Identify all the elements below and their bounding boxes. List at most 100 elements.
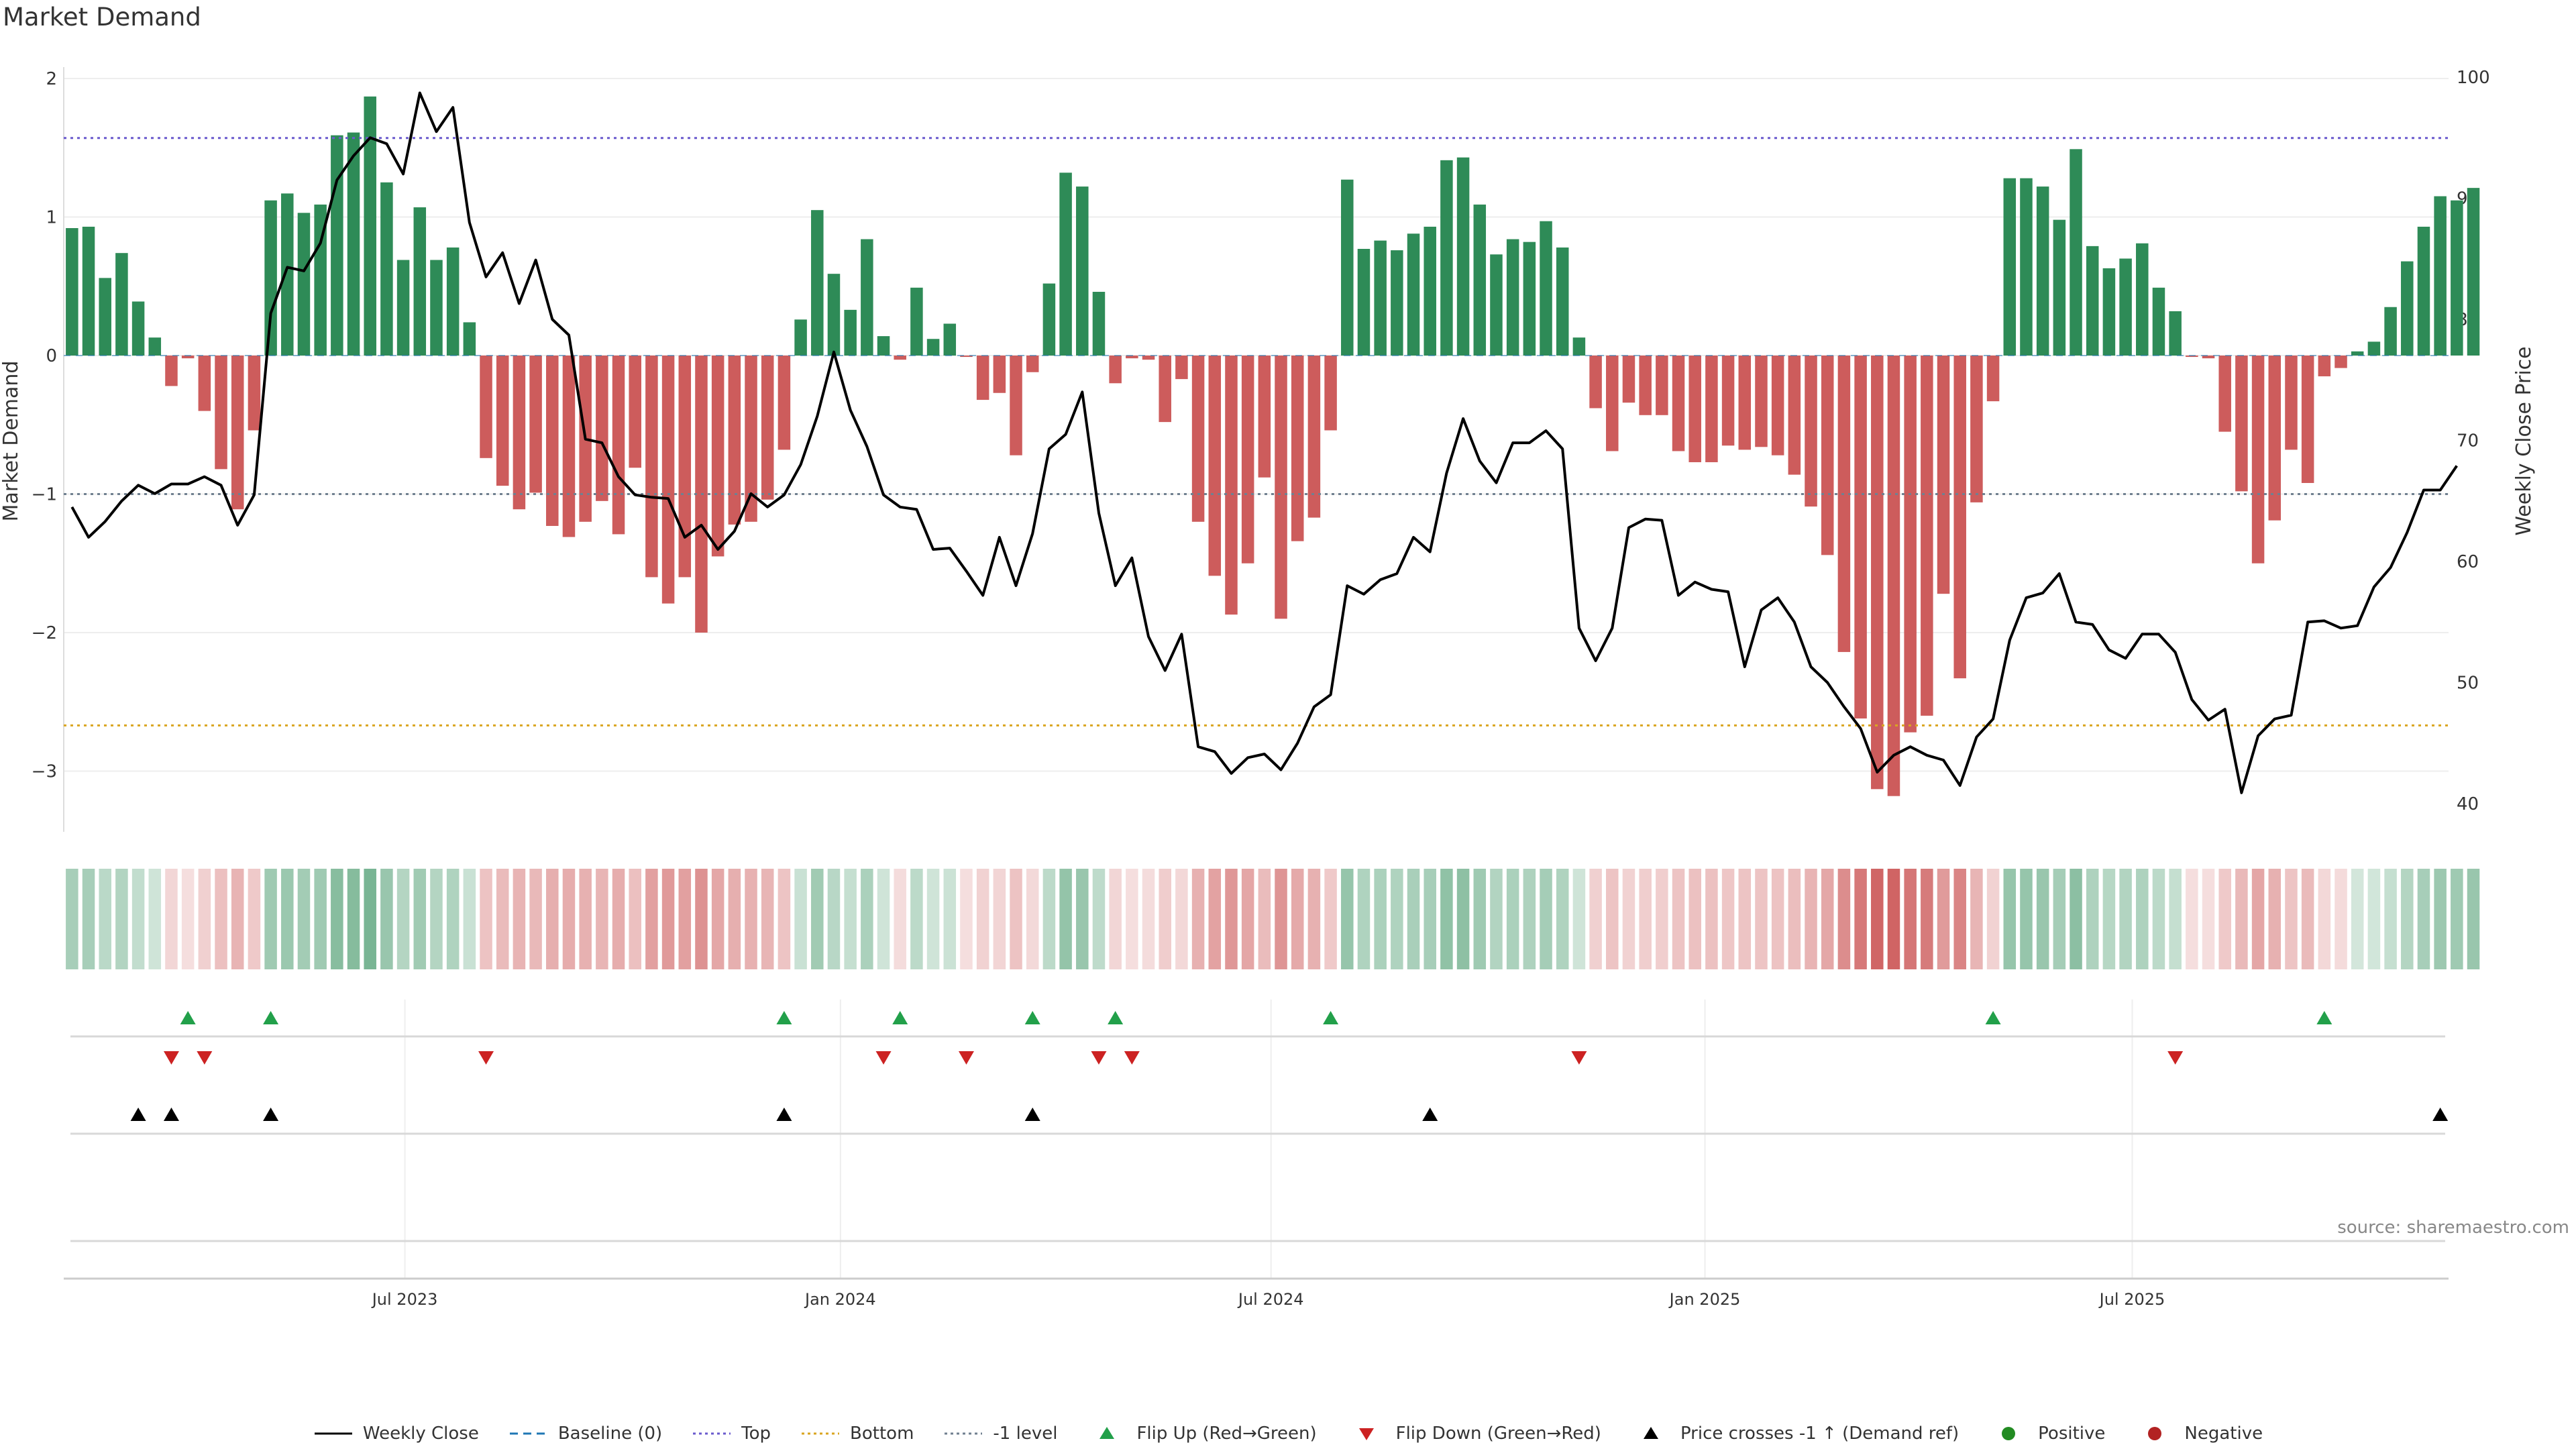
demand-bar: [1556, 247, 1569, 356]
demand-heat-cell: [1092, 869, 1106, 969]
demand-heat-cell: [115, 869, 128, 969]
demand-heat-cell: [1904, 869, 1917, 969]
demand-bar: [1159, 356, 1171, 423]
x-tick-label: Jul 2023: [371, 1290, 438, 1309]
demand-heat-cell: [430, 869, 443, 969]
demand-bar: [2318, 356, 2331, 376]
demand-bar: [463, 322, 476, 356]
flip-up-marker: [776, 1011, 792, 1024]
demand-heat-cell: [66, 869, 78, 969]
demand-heat-cell: [745, 869, 757, 969]
demand-bar: [2451, 200, 2463, 356]
demand-heat-cell: [2070, 869, 2082, 969]
demand-bar: [1805, 356, 1817, 507]
demand-bar: [148, 337, 162, 356]
demand-bar: [2301, 356, 2314, 483]
demand-bar: [2417, 226, 2430, 356]
demand-heat-cell: [2351, 869, 2364, 969]
demand-bar: [66, 228, 78, 356]
demand-bar: [1506, 239, 1519, 356]
demand-heat-cell: [1606, 869, 1619, 969]
demand-bar: [1572, 337, 1586, 356]
demand-bar: [2251, 356, 2265, 564]
demand-heat-cell: [331, 869, 343, 969]
demand-bar: [314, 204, 327, 356]
demand-bar: [1092, 292, 1106, 356]
y-tick-label: 1: [46, 208, 57, 228]
demand-bar: [844, 309, 857, 356]
demand-bar: [728, 356, 741, 525]
demand-bar: [1540, 221, 1552, 356]
demand-heat-cell: [596, 869, 608, 969]
demand-bar: [1721, 356, 1735, 446]
demand-heat-cell: [1837, 869, 1851, 969]
demand-bar: [2351, 351, 2364, 356]
demand-heat-cell: [2401, 869, 2414, 969]
demand-heat-cell: [2334, 869, 2347, 969]
flip-up-marker: [1985, 1011, 2001, 1024]
demand-heat-cell: [1953, 869, 1966, 969]
demand-bar: [297, 213, 311, 356]
demand-bar: [2152, 287, 2165, 356]
demand-bar: [380, 182, 393, 356]
demand-heat-cell: [2186, 869, 2198, 969]
price-cross-marker: [1024, 1108, 1040, 1121]
demand-heat-cell: [2268, 869, 2282, 969]
demand-heat-cell: [2235, 869, 2248, 969]
source-credit: source: sharemaestro.com: [2337, 1218, 2569, 1238]
demand-heat-cell: [1523, 869, 1536, 969]
demand-bar: [1953, 356, 1966, 679]
demand-bar: [2136, 243, 2149, 356]
demand-heat-cell: [1788, 869, 1801, 969]
demand-heat-cell: [1721, 869, 1735, 969]
demand-heat-cell: [1755, 869, 1768, 969]
demand-bar: [1970, 356, 1983, 502]
demand-heat-cell: [1291, 869, 1304, 969]
flip-up-marker: [1108, 1011, 1124, 1024]
demand-heat-cell: [99, 869, 111, 969]
demand-heat-cell: [2053, 869, 2066, 969]
demand-heat-cell: [1937, 869, 1950, 969]
demand-bar: [1275, 356, 1287, 619]
demand-bar: [960, 356, 973, 358]
demand-bar: [976, 356, 989, 400]
demand-heat-cell: [1456, 869, 1470, 969]
legend-swatch: [2148, 1427, 2162, 1440]
demand-heat-cell: [1589, 869, 1602, 969]
demand-heat-cell: [165, 869, 178, 969]
demand-heat-cell: [480, 869, 492, 969]
demand-bar: [2020, 178, 2033, 356]
legend-swatch: [314, 1432, 352, 1435]
legend-swatch: [1358, 1428, 1374, 1440]
demand-bar: [711, 356, 724, 557]
legend-item: Positive: [1988, 1424, 2105, 1444]
demand-bar: [1225, 356, 1238, 615]
flip-up-marker: [263, 1011, 279, 1024]
y2-tick-label: 100: [2457, 68, 2490, 88]
y-tick-label: −3: [32, 762, 57, 782]
demand-bar: [1059, 172, 1072, 356]
demand-heat-cell: [1738, 869, 1752, 969]
demand-heat-cell: [1540, 869, 1552, 969]
demand-heat-cell: [1076, 869, 1089, 969]
legend-label: Negative: [2184, 1424, 2263, 1444]
demand-heat-cell: [761, 869, 774, 969]
legend-label: Positive: [2038, 1424, 2106, 1444]
demand-heat-cell: [446, 869, 460, 969]
demand-bar: [1076, 186, 1089, 356]
demand-bar: [1871, 356, 1884, 790]
demand-heat-cell: [1705, 869, 1718, 969]
demand-bar: [496, 356, 509, 486]
demand-heat-cell: [1986, 869, 2000, 969]
demand-heat-cell: [811, 869, 824, 969]
demand-heat-cell: [844, 869, 857, 969]
demand-heat-cell: [314, 869, 327, 969]
demand-heat-cell: [1142, 869, 1155, 969]
demand-heat-cell: [2318, 869, 2331, 969]
demand-heat-cell: [82, 869, 95, 969]
legend-label: Weekly Close: [362, 1424, 479, 1444]
demand-heat-cell: [198, 869, 211, 969]
demand-bar: [1142, 356, 1155, 360]
demand-bar: [1473, 204, 1487, 356]
demand-heat-cell: [1341, 869, 1354, 969]
